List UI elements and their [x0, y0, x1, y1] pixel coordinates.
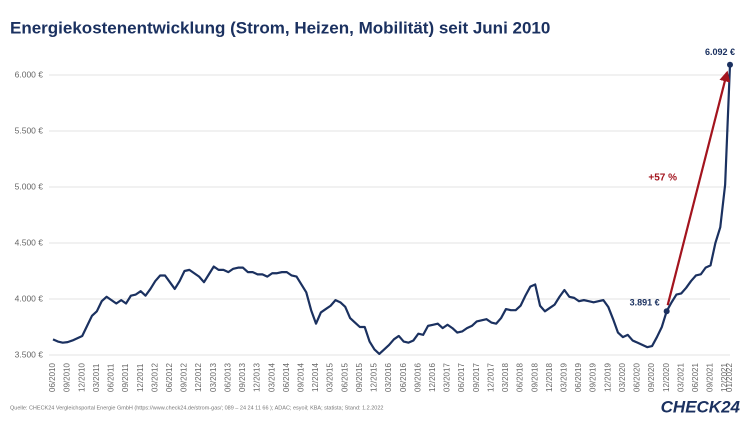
y-tick-label: 6.000 € [15, 69, 44, 79]
x-tick-label: 03/2018 [501, 363, 510, 392]
x-tick-label: 06/2010 [48, 363, 57, 392]
x-tick-label: 12/2015 [370, 363, 379, 392]
arrow [666, 70, 731, 306]
x-tick-label: 03/2019 [560, 363, 569, 392]
x-tick-label: 09/2018 [530, 363, 539, 392]
x-tick-label: 03/2016 [384, 363, 393, 392]
y-tick-label: 5.000 € [15, 181, 44, 191]
x-tick-label: 09/2020 [647, 363, 656, 392]
x-tick-label: 09/2011 [121, 363, 130, 392]
x-tick-label: 09/2013 [238, 363, 247, 392]
x-tick-label: 12/2016 [428, 363, 437, 392]
x-tick-label: 03/2014 [267, 363, 276, 392]
x-tick-label: 06/2017 [457, 363, 466, 392]
x-tick-label: 12/2011 [136, 363, 145, 392]
x-tick-label: 06/2012 [165, 363, 174, 392]
x-tick-label: 09/2015 [355, 363, 364, 392]
source: Quelle: CHECK24 Vergleichsportal Energie… [10, 405, 383, 411]
x-tick-label: 12/2012 [194, 363, 203, 392]
x-tick-label: 09/2016 [413, 363, 422, 392]
x-tick-label: 01/2022 [725, 363, 734, 392]
annotation: +57 % [648, 173, 677, 184]
value-label: 6.092 € [705, 47, 735, 57]
x-tick-label: 03/2020 [618, 363, 627, 392]
x-tick-label: 12/2013 [253, 363, 262, 392]
x-tick-label: 12/2014 [311, 363, 320, 392]
x-tick-label: 12/2021 [720, 363, 729, 392]
x-tick-label: 12/2010 [77, 363, 86, 392]
x-tick-label: 06/2011 [107, 363, 116, 392]
x-tick-label: 06/2016 [399, 363, 408, 392]
x-tick-label: 06/2014 [282, 363, 291, 392]
chart-title: Energiekostenentwicklung (Strom, Heizen,… [10, 18, 550, 37]
y-tick-label: 4.500 € [15, 237, 44, 247]
x-tick-label: 09/2012 [180, 363, 189, 392]
x-tick-label: 06/2013 [223, 363, 232, 392]
point [663, 308, 670, 315]
x-tick-label: 03/2021 [676, 363, 685, 392]
x-tick-label: 09/2010 [63, 363, 72, 392]
x-tick-label: 03/2013 [209, 363, 218, 392]
x-tick-label: 03/2012 [150, 363, 159, 392]
x-tick-label: 03/2017 [443, 363, 452, 392]
x-tick-label: 06/2021 [691, 363, 700, 392]
x-tick-label: 09/2017 [472, 363, 481, 392]
y-tick-label: 5.500 € [15, 125, 44, 135]
x-tick-label: 09/2019 [589, 363, 598, 392]
x-tick-label: 09/2014 [297, 363, 306, 392]
x-tick-label: 06/2019 [574, 363, 583, 392]
x-tick-label: 12/2019 [603, 363, 612, 392]
x-tick-label: 06/2018 [516, 363, 525, 392]
x-tick-label: 03/2011 [92, 363, 101, 392]
point [727, 61, 733, 68]
y-tick-label: 4.000 € [15, 293, 44, 303]
x-tick-label: 06/2020 [633, 363, 642, 392]
x-tick-label: 12/2017 [486, 363, 495, 392]
x-tick-label: 09/2021 [706, 363, 715, 392]
value-label: 3.891 € [630, 298, 660, 308]
logo: CHECK24 [661, 397, 741, 416]
x-tick-label: 03/2015 [326, 363, 335, 392]
line [52, 64, 732, 355]
x-tick-label: 12/2018 [545, 363, 554, 392]
y-tick-label: 3.500 € [15, 349, 44, 359]
x-tick-label: 06/2015 [340, 363, 349, 392]
x-tick-label: 12/2020 [662, 363, 671, 392]
